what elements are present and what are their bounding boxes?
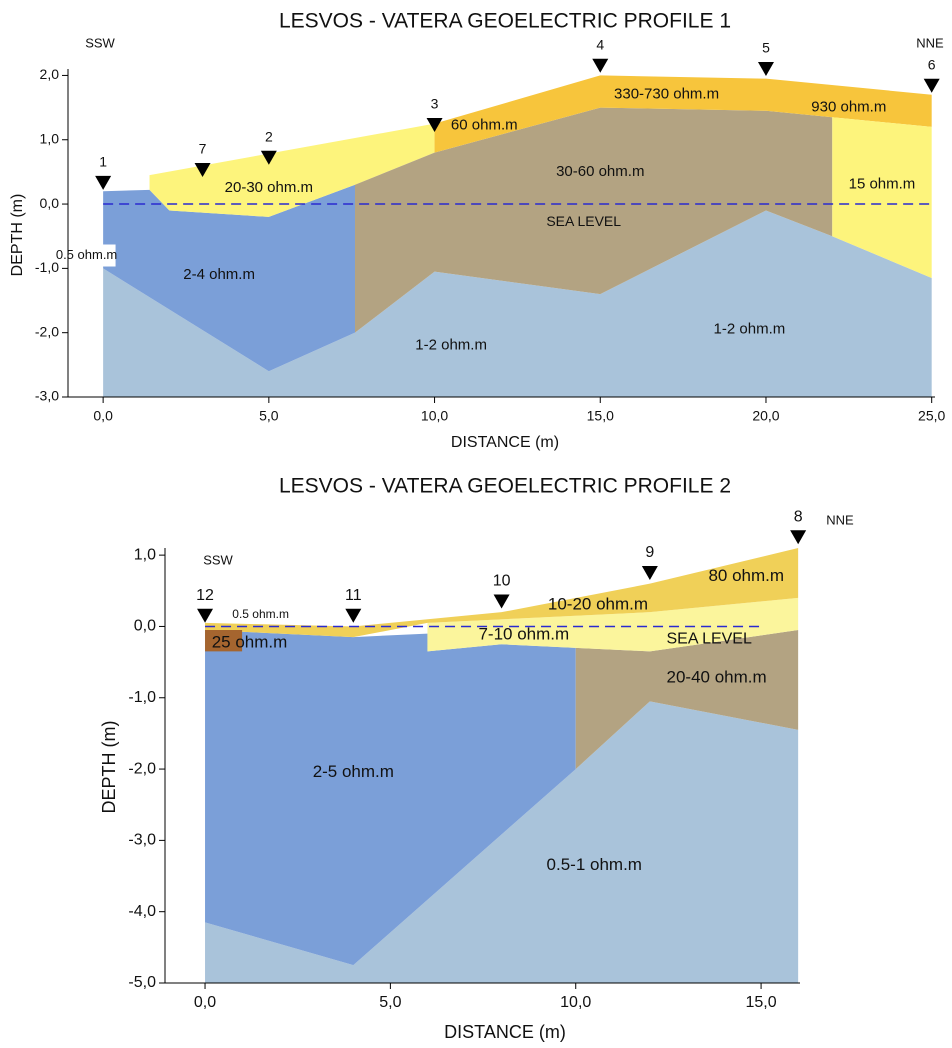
layer-label: 1-2 ohm.m: [415, 337, 487, 354]
electrode-marker: [95, 176, 111, 190]
y-tick-label: -3,0: [35, 388, 59, 404]
x-tick-label: 5,0: [259, 408, 279, 424]
x-tick-label: 25,0: [918, 408, 945, 424]
direction-label: SSW: [85, 35, 115, 50]
y-tick-label: 2,0: [40, 66, 60, 82]
x-tick-label: 0,0: [93, 408, 113, 424]
x-tick-label: 10,0: [560, 994, 591, 1011]
layer-label: 20-30 ohm.m: [225, 179, 313, 196]
y-tick-label: 1,0: [134, 546, 156, 563]
x-tick-label: 10,0: [421, 408, 448, 424]
layer-label: 10-20 ohm.m: [548, 595, 648, 614]
electrode-label: 6: [928, 56, 936, 72]
electrode-label: 8: [794, 509, 803, 526]
x-tick-label: 0,0: [194, 994, 216, 1011]
y-tick-label: -3,0: [128, 832, 156, 849]
electrode-marker: [924, 79, 940, 93]
chart-title: LESVOS - VATERA GEOELECTRIC PROFILE 2: [279, 475, 731, 498]
electrode-label: 11: [345, 587, 362, 604]
annotation: 0.5 ohm.m: [56, 247, 117, 262]
direction-label: NNE: [826, 512, 854, 527]
y-tick-label: 0,0: [134, 618, 156, 635]
direction-label: NNE: [916, 35, 944, 50]
layer-label: 0.5-1 ohm.m: [547, 855, 642, 874]
layer-label: 20-40 ohm.m: [667, 667, 767, 686]
x-tick-label: 15,0: [587, 408, 614, 424]
electrode-marker: [345, 609, 361, 623]
y-tick-label: -2,0: [35, 323, 59, 339]
layer-label: 2-5 ohm.m: [313, 762, 394, 781]
annotation: 0.5 ohm.m: [232, 607, 289, 621]
electrode-label: 3: [431, 96, 439, 112]
x-axis-title: DISTANCE (m): [444, 1022, 566, 1042]
electrode-label: 9: [645, 544, 654, 561]
y-tick-label: -1,0: [35, 259, 59, 275]
layer-label: 30-60 ohm.m: [556, 163, 644, 180]
x-tick-label: 5,0: [379, 994, 401, 1011]
electrode-marker: [592, 59, 608, 73]
figure: LESVOS - VATERA GEOELECTRIC PROFILE 1 SEA…: [0, 0, 952, 1048]
electrode-marker: [790, 530, 806, 544]
x-axis-title: DISTANCE (m): [451, 434, 559, 451]
page: LESVOS - VATERA GEOELECTRIC PROFILE 1 SEA…: [0, 0, 952, 1048]
x-tick-label: 20,0: [752, 408, 779, 424]
electrode-label: 10: [493, 573, 511, 590]
y-tick-label: -1,0: [128, 689, 156, 706]
layer-label: 80 ohm.m: [708, 566, 784, 585]
electrode-marker: [197, 609, 213, 623]
electrode-marker: [642, 566, 658, 580]
electrode-marker: [758, 62, 774, 76]
electrode-label: 1: [99, 154, 107, 170]
y-tick-label: 1,0: [40, 130, 60, 146]
chart-title: LESVOS - VATERA GEOELECTRIC PROFILE 1: [279, 10, 731, 33]
direction-label: SSW: [203, 552, 233, 567]
y-axis-title: DEPTH (m): [9, 194, 26, 277]
y-tick-label: 0,0: [40, 195, 60, 211]
layer-label: 2-4 ohm.m: [183, 266, 255, 283]
y-tick-label: -5,0: [128, 974, 156, 991]
layer-label: 1-2 ohm.m: [714, 320, 786, 337]
y-tick-label: -4,0: [128, 903, 156, 920]
layer-label: 7-10 ohm.m: [478, 624, 569, 643]
y-axis-title: DEPTH (m): [99, 721, 119, 814]
electrode-label: 12: [196, 587, 214, 604]
electrode-label: 2: [265, 128, 273, 144]
layer-label: 60 ohm.m: [451, 117, 518, 134]
x-tick-label: 15,0: [746, 994, 777, 1011]
layer-label: 930 ohm.m: [811, 99, 886, 116]
sea-level-label: SEA LEVEL: [546, 213, 621, 229]
y-tick-label: -2,0: [128, 760, 156, 777]
layer-label: 330-730 ohm.m: [614, 86, 719, 103]
electrode-label: 4: [596, 36, 604, 52]
layer-label: 15 ohm.m: [849, 176, 916, 193]
electrode-marker: [494, 594, 510, 608]
electrode-label: 5: [762, 40, 770, 56]
sea-level-label: SEA LEVEL: [666, 630, 751, 647]
electrode-label: 7: [199, 141, 207, 157]
layer-label: 25 ohm.m: [212, 632, 288, 651]
